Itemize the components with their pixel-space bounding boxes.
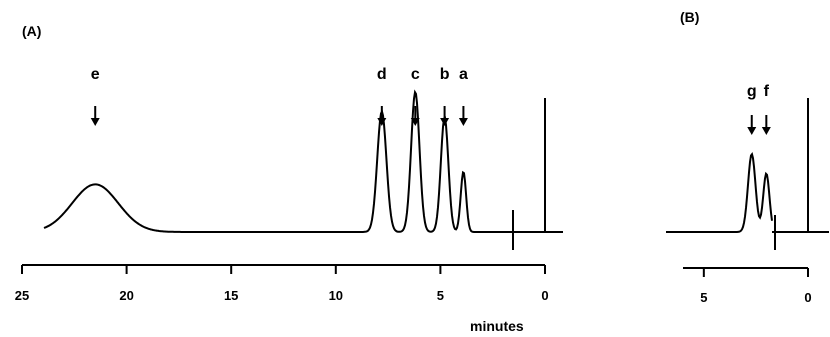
peak-label: f bbox=[764, 83, 770, 100]
panel-b-label: (B) bbox=[680, 9, 699, 25]
x-tick-label: 25 bbox=[15, 288, 29, 303]
peak-arrow-head bbox=[410, 118, 420, 126]
chromatogram-line bbox=[666, 151, 773, 233]
x-tick-label: 10 bbox=[329, 288, 343, 303]
peak-label: c bbox=[411, 66, 420, 83]
panel-a-label: (A) bbox=[22, 23, 41, 39]
peak-label: e bbox=[91, 66, 100, 83]
panel-b-trace bbox=[666, 98, 829, 250]
peak-label: g bbox=[747, 83, 757, 100]
peak-label: d bbox=[377, 66, 387, 83]
peak-arrow-head bbox=[90, 118, 100, 126]
peak-arrow-head bbox=[377, 118, 387, 126]
peak-arrow-head bbox=[458, 118, 468, 126]
chromatogram-line bbox=[43, 89, 505, 233]
x-tick-label: 20 bbox=[119, 288, 133, 303]
x-tick-label: 5 bbox=[700, 290, 707, 305]
x-axis-title: minutes bbox=[470, 318, 524, 334]
x-tick-label: 0 bbox=[804, 290, 811, 305]
peak-label: a bbox=[459, 66, 468, 83]
x-tick-label: 0 bbox=[541, 288, 548, 303]
peak-arrow-head bbox=[440, 118, 450, 126]
peak-arrow-head bbox=[761, 127, 771, 135]
peak-label: b bbox=[440, 66, 450, 83]
peak-arrow-head bbox=[747, 127, 757, 135]
x-tick-label: 15 bbox=[224, 288, 238, 303]
x-tick-label: 5 bbox=[437, 288, 444, 303]
panel-a-trace bbox=[43, 89, 563, 250]
panel-a-x-axis: minutes 25 20 15 10 5 0 bbox=[15, 264, 549, 334]
